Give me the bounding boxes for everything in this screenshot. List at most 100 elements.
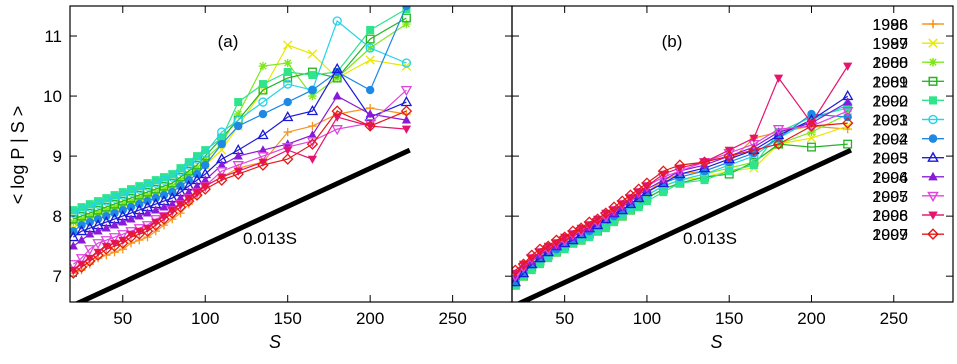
data-point-2001 [807, 142, 816, 152]
data-point-1991 [258, 97, 268, 107]
data-point-1990 [184, 158, 193, 167]
plot-area [512, 62, 854, 302]
data-point-2002 [634, 203, 643, 212]
data-point-1994 [167, 199, 177, 208]
data-point-2008 [773, 74, 784, 83]
legend-label-2002: 2002 [872, 93, 908, 110]
data-point-1996 [76, 260, 87, 269]
series-2003 [512, 100, 853, 287]
data-point-1988 [143, 190, 152, 200]
data-point-1997 [281, 153, 294, 165]
legend-marker-2009 [927, 228, 939, 240]
data-point-1988 [201, 154, 210, 164]
data-point-1989 [167, 178, 177, 188]
data-point-2009 [624, 189, 637, 201]
data-point-2002 [544, 254, 553, 263]
data-point-2009 [698, 156, 711, 168]
legend-label-1989: 1989 [872, 74, 908, 91]
data-point-1988 [168, 181, 177, 191]
data-point-1995 [75, 254, 88, 265]
panel-b: 50 100 150 200 250 S (b) 0.013S 1998 1999 2000 2001… [511, 5, 954, 352]
data-point-1997 [191, 189, 203, 201]
legend-label-2004: 2004 [872, 132, 908, 149]
data-point-1997 [108, 240, 121, 252]
data-point-1993 [331, 62, 343, 74]
series-line-2004 [514, 113, 848, 283]
data-point-2009 [583, 216, 596, 228]
data-point-2002 [725, 167, 734, 176]
data-point-1994 [217, 160, 227, 169]
data-point-1996 [126, 230, 136, 239]
x-tick-label: 50 [555, 309, 574, 328]
data-point-1995 [108, 233, 121, 244]
data-point-1995 [117, 230, 129, 241]
data-point-1991 [93, 199, 103, 209]
series-2007 [512, 107, 854, 283]
data-point-2009 [674, 159, 686, 171]
x-tick-label: 250 [880, 309, 908, 328]
plot-area [70, 6, 413, 302]
data-point-1994 [307, 130, 318, 139]
data-point-1997 [84, 255, 96, 267]
legend-label-1987: 1987 [872, 36, 908, 53]
data-point-2007 [841, 107, 854, 118]
data-point-2002 [527, 266, 536, 275]
data-point-1986 [143, 232, 152, 242]
legend-label-1995: 1995 [872, 189, 908, 206]
series-1994 [70, 91, 412, 250]
data-point-1995 [331, 125, 343, 136]
data-point-1991 [76, 205, 87, 215]
data-point-1996 [142, 224, 153, 233]
data-point-2009 [657, 165, 670, 177]
legend-marker-2001 [928, 76, 938, 86]
data-point-2009 [632, 183, 645, 195]
series-line-1990 [73, 8, 407, 211]
data-point-2002 [601, 224, 610, 233]
series-1997 [70, 105, 413, 279]
data-point-2002 [535, 260, 544, 269]
data-point-2002 [560, 245, 569, 254]
panel-tag: (b) [662, 32, 683, 51]
data-point-1996 [85, 254, 95, 263]
data-point-1997 [125, 231, 137, 243]
data-point-1992 [234, 121, 243, 131]
data-point-1996 [134, 227, 144, 236]
data-point-2009 [748, 144, 760, 156]
data-point-2006 [843, 97, 853, 106]
data-point-1994 [151, 205, 161, 214]
data-point-2005 [517, 267, 530, 278]
data-point-1993 [257, 128, 269, 140]
data-point-2002 [626, 206, 635, 215]
data-point-1994 [70, 241, 78, 250]
reference-line [75, 147, 411, 302]
data-point-1991 [85, 202, 95, 212]
data-point-2009 [608, 201, 620, 213]
data-point-1997 [331, 105, 343, 117]
data-point-1987 [307, 49, 318, 59]
data-point-1991 [332, 16, 342, 26]
data-point-1986 [308, 121, 317, 131]
data-point-1988 [159, 184, 169, 194]
data-point-1988 [93, 208, 103, 218]
legend-marker-2004 [928, 134, 938, 143]
legend-label-1988: 1988 [872, 55, 908, 72]
data-point-1996 [307, 155, 318, 164]
legend-label-2001: 2001 [872, 74, 908, 91]
plot-frame [69, 5, 513, 303]
data-point-1988 [151, 187, 160, 197]
data-point-1992 [402, 6, 411, 11]
data-point-1994 [142, 208, 153, 217]
data-point-1986 [118, 244, 127, 254]
data-point-1997 [117, 237, 129, 249]
data-point-1994 [401, 115, 412, 124]
data-point-1991 [401, 58, 412, 68]
data-point-1996 [233, 167, 243, 176]
series-2000 [512, 109, 852, 287]
data-point-1990 [160, 173, 169, 182]
data-point-1995 [92, 239, 104, 250]
data-point-1991 [184, 160, 194, 170]
data-point-2009 [517, 258, 530, 270]
legend-marker-2000 [928, 58, 938, 67]
data-point-1989 [365, 34, 375, 44]
data-point-1986 [135, 235, 144, 245]
